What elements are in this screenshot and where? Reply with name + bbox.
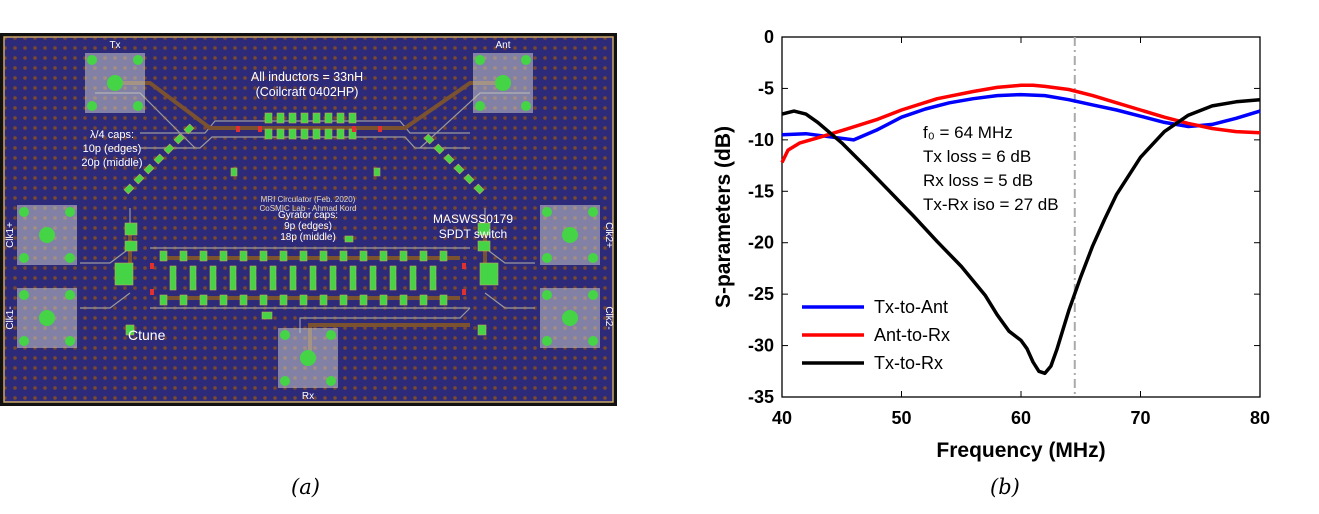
pad-label-ant: Ant bbox=[495, 40, 510, 51]
quarter-caps-line2: 10p (edges) bbox=[83, 143, 142, 155]
y-tick-label: -15 bbox=[748, 181, 774, 201]
legend-entry: Tx-to-Rx bbox=[874, 353, 943, 373]
gyrator-caps-line2: 9p (edges) bbox=[284, 221, 332, 232]
inductors-note-line1: All inductors = 33nH bbox=[251, 70, 363, 84]
y-axis-label: S-parameters (dB) bbox=[712, 126, 735, 308]
y-tick-label: -30 bbox=[748, 336, 774, 356]
legend-entry: Ant-to-Rx bbox=[874, 325, 950, 345]
x-axis-label: Frequency (MHz) bbox=[936, 439, 1105, 462]
circulator-title-line2: CoSMIC Lab - Ahmad Kord bbox=[260, 204, 357, 213]
s-parameter-chart: 40 50 60 70 80 0 -5 -10 -15 -20 -25 -30 -35 Frequency… bbox=[712, 27, 1270, 462]
quarter-caps-line1: λ/4 caps: bbox=[90, 129, 134, 141]
series-line-tx-to-rx bbox=[781, 97, 1261, 376]
switch-note-line1: MASWSS0179 bbox=[433, 212, 513, 226]
y-tick-label: -25 bbox=[748, 284, 774, 304]
x-tick-label: 50 bbox=[891, 408, 911, 428]
quarter-caps-line3: 20p (middle) bbox=[81, 157, 142, 169]
ctune-label: Ctune bbox=[128, 327, 166, 343]
pad-label-clk1-minus: Clk1- bbox=[5, 306, 16, 329]
y-tick-label: -35 bbox=[748, 387, 774, 407]
x-tick-label: 80 bbox=[1250, 408, 1270, 428]
pad-label-rx: Rx bbox=[302, 391, 314, 402]
annotation-text: Tx loss = 6 dB bbox=[923, 147, 1031, 166]
switch-note-line2: SPDT switch bbox=[439, 227, 507, 241]
annotation-text: f₀ = 64 MHz bbox=[923, 123, 1013, 142]
y-tick-label: -20 bbox=[748, 233, 774, 253]
x-tick-label: 70 bbox=[1130, 408, 1150, 428]
legend-entry: Tx-to-Ant bbox=[874, 297, 948, 317]
gyrator-caps-line1: Gyrator caps: bbox=[278, 210, 338, 221]
annotation-text: Tx-Rx iso = 27 dB bbox=[923, 195, 1059, 214]
caption-a: (a) bbox=[291, 475, 320, 499]
annotation-text: Rx loss = 5 dB bbox=[923, 171, 1033, 190]
circulator-title-line1: MRI Circulator (Feb. 2020) bbox=[261, 195, 356, 204]
y-tick-label: -10 bbox=[748, 130, 774, 150]
pad-group bbox=[17, 53, 600, 388]
y-tick-label: -5 bbox=[758, 78, 774, 98]
x-tick-label: 40 bbox=[772, 408, 792, 428]
caption-b: (b) bbox=[990, 475, 1020, 499]
x-tick-label: 60 bbox=[1011, 408, 1031, 428]
gyrator-caps-line3: 18p (middle) bbox=[280, 232, 336, 243]
pad-label-clk2-plus: Clk2+ bbox=[603, 222, 614, 248]
y-tick-label: 0 bbox=[764, 27, 774, 47]
pcb-layout-image: Tx Ant Rx Clk1+ Clk1- Clk2+ Clk2- All in… bbox=[0, 33, 617, 406]
pad-label-clk2-minus: Clk2- bbox=[603, 306, 614, 329]
pad-label-clk1-plus: Clk1+ bbox=[5, 222, 16, 248]
pad-label-tx: Tx bbox=[109, 40, 120, 51]
inductors-note-line2: (Coilcraft 0402HP) bbox=[256, 85, 359, 99]
